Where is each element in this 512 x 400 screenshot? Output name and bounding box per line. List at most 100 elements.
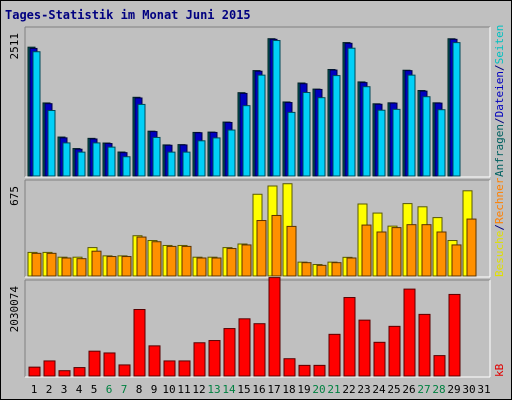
bar-kb-day-11 — [178, 360, 191, 377]
day-label-6: 6 — [106, 383, 113, 396]
panel-middle: 675 Besuche/Rechner — [8, 177, 506, 278]
legend-entry-anfragen: Anfragen — [493, 124, 506, 177]
bar-rechner-day-26 — [406, 224, 417, 277]
bar-kb-day-3 — [58, 370, 71, 377]
day-label-5: 5 — [91, 383, 98, 396]
bar-kb-day-16 — [253, 323, 266, 377]
bar-kb-day-22 — [343, 297, 356, 377]
bar-seiten-day-9 — [152, 136, 161, 177]
day-label-9: 9 — [151, 383, 158, 396]
day-label-31: 31 — [477, 383, 490, 396]
bar-kb-day-19 — [298, 364, 311, 377]
bar-seiten-day-25 — [392, 108, 401, 177]
chart-panels: 2511Anfragen/Dateien/Seiten675Besuche/Re… — [8, 25, 506, 378]
bar-seiten-day-15 — [242, 105, 251, 177]
bar-seiten-day-27 — [422, 96, 431, 177]
bar-rechner-day-23 — [361, 224, 372, 277]
bar-rechner-day-24 — [376, 231, 387, 277]
legend-entry-seiten: Seiten — [493, 25, 506, 65]
bar-kb-day-5 — [88, 350, 101, 377]
bar-rechner-day-25 — [391, 227, 402, 277]
day-label-27: 27 — [417, 383, 430, 396]
day-label-23: 23 — [357, 383, 370, 396]
bar-rechner-day-16 — [256, 220, 267, 277]
bar-seiten-day-14 — [227, 129, 236, 177]
bar-seiten-day-20 — [317, 97, 326, 177]
day-label-28: 28 — [432, 383, 445, 396]
day-label-8: 8 — [136, 383, 143, 396]
bar-rechner-day-20 — [316, 264, 327, 277]
bar-kb-day-18 — [283, 358, 296, 377]
ymax-label: 2030074 — [8, 286, 21, 333]
bar-rechner-day-3 — [61, 257, 72, 277]
day-label-3: 3 — [61, 383, 68, 396]
bar-rechner-day-9 — [151, 241, 162, 277]
day-label-25: 25 — [387, 383, 400, 396]
chart-title: Tages-Statistik im Monat Juni 2015 — [5, 8, 251, 22]
bar-rechner-day-2 — [46, 252, 57, 277]
bar-kb-day-10 — [163, 360, 176, 377]
bar-rechner-day-27 — [421, 224, 432, 277]
bar-rechner-day-17 — [271, 214, 282, 277]
day-label-1: 1 — [31, 383, 38, 396]
bar-seiten-day-19 — [302, 92, 311, 177]
bar-kb-day-14 — [223, 328, 236, 377]
bar-rechner-day-6 — [106, 256, 117, 277]
bar-rechner-day-11 — [181, 245, 192, 277]
day-label-26: 26 — [402, 383, 415, 396]
bar-rechner-day-28 — [436, 231, 447, 277]
bar-seiten-day-3 — [62, 142, 71, 177]
day-label-19: 19 — [297, 383, 310, 396]
bar-rechner-day-8 — [136, 236, 147, 277]
legend-entry-dateien: Dateien — [493, 71, 506, 117]
ymax-label: 2511 — [8, 33, 21, 60]
bar-rechner-day-4 — [76, 258, 87, 277]
day-label-29: 29 — [447, 383, 460, 396]
bar-seiten-day-7 — [122, 156, 131, 177]
day-axis: 1 2 3 4 5 6 7 8 9 10 11 12 13 14 15 16 17 18 19 20 21 22 23 24 2… — [31, 383, 491, 396]
day-label-18: 18 — [282, 383, 295, 396]
bar-rechner-day-19 — [301, 262, 312, 277]
day-label-30: 30 — [462, 383, 475, 396]
day-label-14: 14 — [222, 383, 236, 396]
bar-rechner-day-7 — [121, 256, 132, 277]
bar-rechner-day-14 — [226, 248, 237, 277]
bar-seiten-day-13 — [212, 137, 221, 177]
ymax-label: 675 — [8, 186, 21, 206]
bar-seiten-day-21 — [332, 75, 341, 177]
bar-kb-day-8 — [133, 308, 146, 377]
bar-kb-day-23 — [358, 319, 371, 377]
bar-kb-day-12 — [193, 342, 206, 377]
legend-entry-separator: / — [493, 117, 506, 124]
bar-seiten-day-17 — [272, 40, 281, 177]
panel-bottom: 2030074 kB — [8, 277, 506, 378]
bar-rechner-day-10 — [166, 245, 177, 277]
bar-kb-day-26 — [403, 288, 416, 377]
day-label-2: 2 — [46, 383, 53, 396]
day-label-15: 15 — [237, 383, 250, 396]
bar-kb-day-13 — [208, 340, 221, 377]
bar-rechner-day-30 — [466, 218, 477, 277]
bar-seiten-day-12 — [197, 140, 206, 177]
day-label-21: 21 — [327, 383, 340, 396]
bar-kb-day-15 — [238, 318, 251, 377]
bar-seiten-day-22 — [347, 47, 356, 177]
bar-kb-day-24 — [373, 341, 386, 377]
bar-seiten-day-11 — [182, 151, 191, 177]
side-legend-bottom: kB — [493, 363, 506, 377]
legend-entry-rechner: Rechner — [493, 177, 506, 224]
side-legend-top: Anfragen/Dateien/Seiten — [493, 25, 506, 177]
bar-seiten-day-23 — [362, 86, 371, 177]
bar-seiten-day-26 — [407, 74, 416, 177]
bar-seiten-day-8 — [137, 103, 146, 177]
bar-kb-day-9 — [148, 345, 161, 377]
bar-rechner-day-21 — [331, 262, 342, 277]
bar-kb-day-21 — [328, 333, 341, 377]
bar-seiten-day-2 — [47, 110, 56, 177]
day-label-24: 24 — [372, 383, 386, 396]
legend-entry-separator: / — [493, 224, 506, 231]
day-label-20: 20 — [312, 383, 325, 396]
bar-seiten-day-28 — [437, 109, 446, 177]
